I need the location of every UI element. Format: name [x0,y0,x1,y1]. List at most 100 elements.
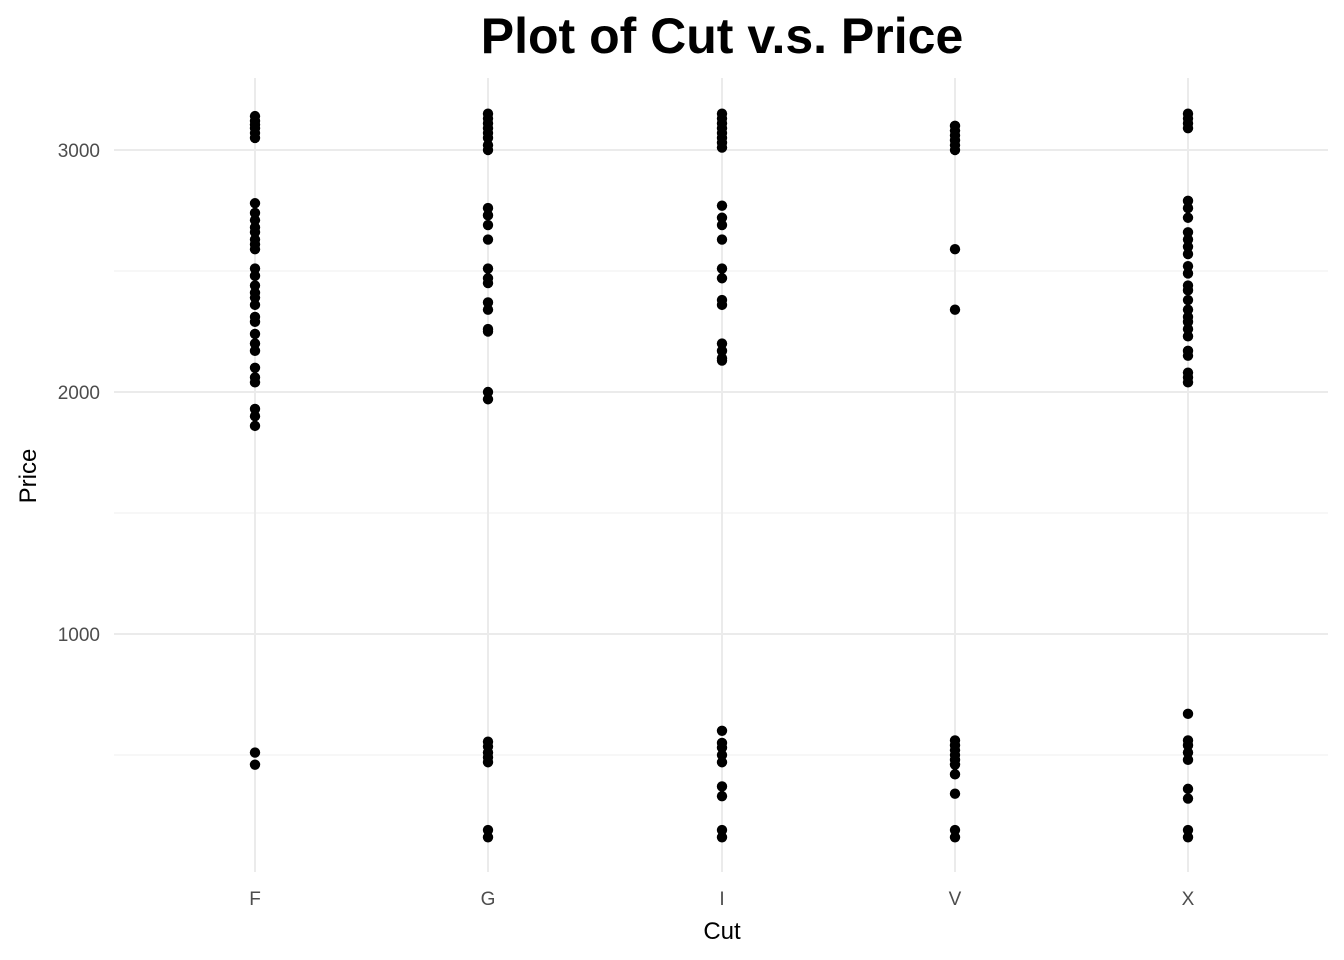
data-point [716,345,728,357]
data-point [249,377,261,388]
data-point [249,207,261,219]
data-point [1182,202,1194,214]
data-point [482,263,494,274]
data-point [1182,212,1194,223]
data-point [482,304,494,315]
data-point [1182,123,1194,134]
data-point [249,403,261,415]
x-tick-label: F [249,889,261,910]
data-point [482,210,494,221]
data-point [1182,824,1194,836]
data-point [249,316,261,328]
x-tick-label: G [481,889,496,910]
y-axis-title: Price [15,449,42,504]
data-point [249,244,261,255]
data-point [482,277,494,289]
data-point [716,263,728,274]
data-point [1182,304,1194,315]
data-point [1182,377,1194,388]
data-point [949,244,961,255]
data-point [1182,227,1194,238]
data-point [249,420,261,432]
data-point [1182,793,1194,804]
data-point [482,132,494,144]
data-point [949,759,961,770]
data-point [249,299,261,311]
data-point [482,386,494,398]
data-point [249,280,261,291]
data-point [1182,241,1194,252]
data-point [716,757,728,768]
data-point [1182,316,1194,328]
data-point [482,832,494,843]
data-point [949,824,961,836]
data-point [249,132,261,144]
data-point [249,198,261,209]
data-point [1182,285,1194,296]
data-point [716,212,728,223]
data-point [249,411,261,422]
data-points [249,108,1194,843]
data-point [482,297,494,308]
data-point [1182,754,1194,766]
data-point [1182,323,1194,335]
data-point [716,781,728,792]
x-tick-label: I [719,889,724,910]
data-point [1182,747,1194,758]
data-point [716,824,728,836]
data-point [949,769,961,780]
y-axis-ticks: 1000 2000 3000 [58,141,100,646]
data-point [249,214,261,226]
data-point [716,219,728,231]
data-point [1182,832,1194,843]
y-tick-label: 3000 [58,141,100,162]
data-point [949,304,961,315]
data-point [482,326,494,337]
data-point [949,832,961,843]
data-point [1182,350,1194,361]
x-axis-title: Cut [703,918,741,945]
y-tick-label: 2000 [58,383,100,404]
data-point [716,142,728,153]
data-point [716,355,728,366]
data-point [482,394,494,405]
data-point [249,227,261,238]
data-point [949,144,961,156]
data-point [249,292,261,303]
data-point [716,234,728,245]
data-point [716,742,728,753]
data-point [716,299,728,311]
data-point [1182,294,1194,306]
chart-title: Plot of Cut v.s. Price [481,8,964,64]
data-point [249,328,261,340]
data-point [1182,260,1194,272]
data-point [249,338,261,349]
data-point [249,362,261,373]
data-point [1182,195,1194,207]
data-point [716,725,728,736]
x-tick-label: V [949,889,962,910]
data-point [249,345,261,357]
data-point [482,234,494,245]
data-point [249,270,261,282]
data-point [482,824,494,836]
data-point [249,263,261,274]
data-point [482,202,494,214]
data-point [482,219,494,231]
data-point [482,144,494,156]
data-point [716,273,728,284]
data-point [1182,331,1194,342]
data-point [1182,248,1194,260]
data-point [716,200,728,211]
x-tick-label: X [1182,889,1195,910]
data-point [482,757,494,768]
data-point [716,790,728,802]
data-point [949,788,961,799]
data-point [249,747,261,758]
data-point [716,749,728,761]
data-point [249,759,261,770]
data-point [1182,268,1194,279]
